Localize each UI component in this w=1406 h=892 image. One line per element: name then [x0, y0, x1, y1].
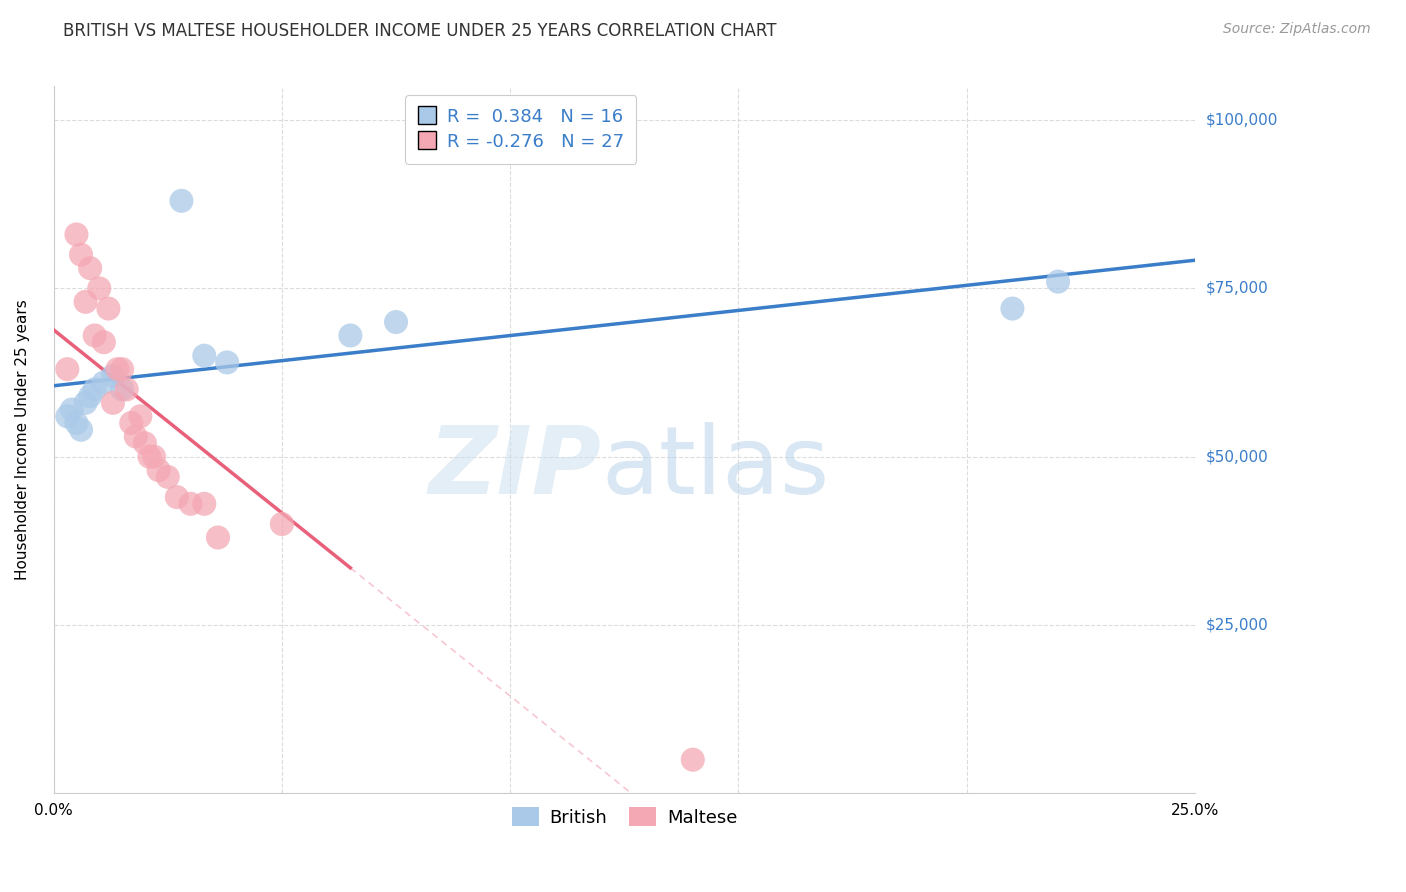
Point — [217, 355, 239, 369]
Point — [65, 227, 87, 242]
Point — [111, 382, 134, 396]
Point — [97, 301, 120, 316]
Legend: British, Maltese: British, Maltese — [505, 800, 744, 834]
Point — [385, 315, 408, 329]
Point — [1001, 301, 1024, 316]
Point — [115, 382, 138, 396]
Text: Source: ZipAtlas.com: Source: ZipAtlas.com — [1223, 22, 1371, 37]
Point — [83, 382, 105, 396]
Point — [101, 368, 124, 383]
Text: BRITISH VS MALTESE HOUSEHOLDER INCOME UNDER 25 YEARS CORRELATION CHART: BRITISH VS MALTESE HOUSEHOLDER INCOME UN… — [63, 22, 776, 40]
Point — [129, 409, 152, 424]
Point — [180, 497, 202, 511]
Point — [75, 294, 97, 309]
Text: $75,000: $75,000 — [1206, 281, 1268, 296]
Text: $100,000: $100,000 — [1206, 112, 1278, 128]
Point — [93, 376, 115, 390]
Point — [166, 490, 188, 504]
Text: $25,000: $25,000 — [1206, 617, 1268, 632]
Point — [56, 362, 79, 376]
Point — [111, 362, 134, 376]
Point — [75, 396, 97, 410]
Point — [70, 423, 93, 437]
Point — [170, 194, 193, 208]
Point — [148, 463, 170, 477]
Point — [107, 362, 129, 376]
Point — [682, 753, 704, 767]
Point — [56, 409, 79, 424]
Point — [143, 450, 166, 464]
Point — [138, 450, 160, 464]
Point — [93, 335, 115, 350]
Point — [79, 389, 101, 403]
Text: atlas: atlas — [602, 422, 830, 514]
Y-axis label: Householder Income Under 25 years: Householder Income Under 25 years — [15, 300, 30, 580]
Point — [79, 261, 101, 276]
Point — [1047, 275, 1070, 289]
Point — [134, 436, 156, 450]
Text: $50,000: $50,000 — [1206, 450, 1268, 464]
Point — [207, 531, 229, 545]
Text: ZIP: ZIP — [429, 422, 602, 514]
Point — [89, 281, 111, 295]
Point — [193, 497, 215, 511]
Point — [101, 396, 124, 410]
Point — [65, 416, 87, 430]
Point — [193, 349, 215, 363]
Point — [60, 402, 83, 417]
Point — [83, 328, 105, 343]
Point — [125, 429, 148, 443]
Point — [70, 248, 93, 262]
Point — [270, 516, 292, 531]
Point — [156, 470, 179, 484]
Point — [339, 328, 361, 343]
Point — [120, 416, 142, 430]
